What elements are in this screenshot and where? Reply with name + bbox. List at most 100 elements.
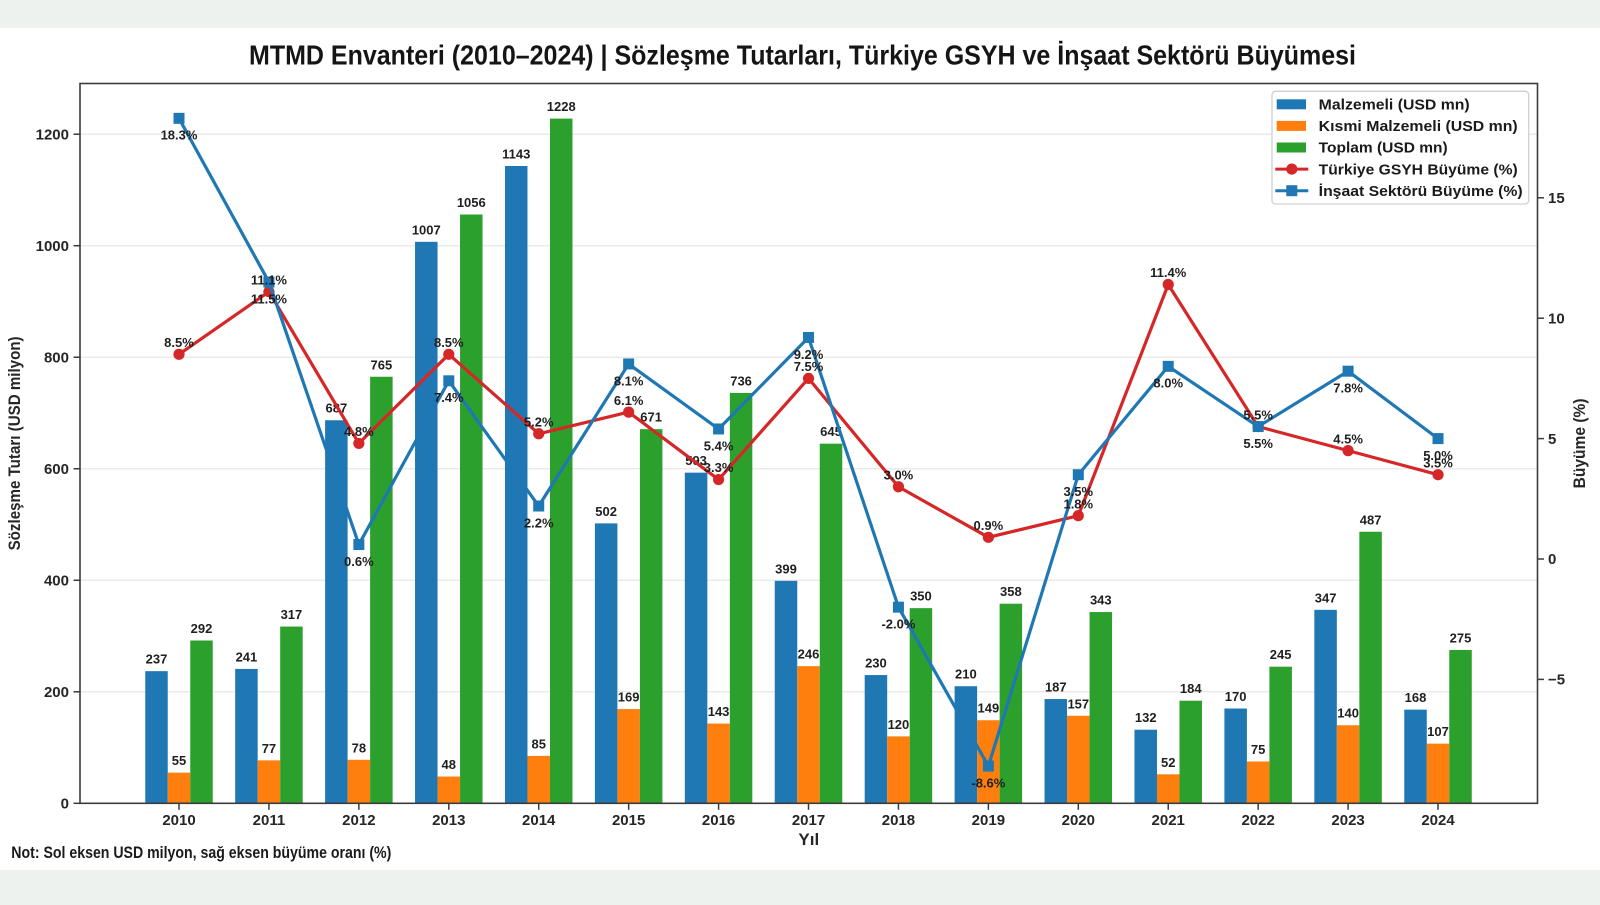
svg-text:15: 15 (1548, 190, 1565, 207)
svg-text:11.5%: 11.5% (251, 291, 288, 306)
svg-text:3.3%: 3.3% (704, 460, 734, 475)
svg-text:7.5%: 7.5% (794, 359, 824, 374)
svg-text:399: 399 (775, 561, 797, 576)
svg-text:800: 800 (44, 349, 69, 366)
svg-text:7.8%: 7.8% (1333, 380, 1363, 395)
svg-text:736: 736 (730, 373, 752, 388)
svg-text:1.8%: 1.8% (1063, 496, 1093, 511)
svg-text:1143: 1143 (502, 146, 530, 161)
svg-text:77: 77 (262, 741, 276, 756)
svg-text:2016: 2016 (702, 812, 735, 829)
svg-text:8.0%: 8.0% (1153, 376, 1183, 391)
svg-text:1000: 1000 (36, 238, 69, 255)
svg-text:85: 85 (531, 736, 545, 751)
svg-text:149: 149 (978, 701, 1000, 716)
svg-text:5.5%: 5.5% (1243, 407, 1273, 422)
svg-text:18.3%: 18.3% (161, 128, 198, 143)
svg-text:Toplam (USD mn): Toplam (USD mn) (1319, 141, 1448, 157)
svg-text:78: 78 (352, 740, 366, 755)
svg-text:1007: 1007 (412, 222, 441, 237)
svg-text:İnşaat Sektörü Büyüme (%): İnşaat Sektörü Büyüme (%) (1319, 183, 1523, 200)
svg-text:671: 671 (640, 410, 662, 425)
svg-text:140: 140 (1337, 706, 1359, 721)
svg-text:5: 5 (1548, 431, 1556, 448)
svg-text:3.0%: 3.0% (884, 467, 914, 482)
svg-text:347: 347 (1315, 590, 1337, 605)
svg-text:317: 317 (281, 607, 303, 622)
svg-text:11.4%: 11.4% (1150, 265, 1187, 280)
svg-text:1228: 1228 (547, 99, 576, 114)
svg-text:2015: 2015 (612, 812, 645, 829)
svg-text:4.5%: 4.5% (1333, 431, 1363, 446)
svg-text:2011: 2011 (253, 812, 286, 829)
svg-text:75: 75 (1251, 742, 1265, 757)
svg-text:400: 400 (44, 572, 69, 589)
svg-text:2017: 2017 (792, 812, 825, 829)
svg-text:143: 143 (708, 704, 730, 719)
svg-text:246: 246 (798, 647, 820, 662)
svg-text:2019: 2019 (972, 812, 1005, 829)
svg-text:9.2%: 9.2% (794, 347, 824, 362)
svg-text:6.1%: 6.1% (614, 393, 644, 408)
svg-text:2021: 2021 (1152, 812, 1185, 829)
svg-text:210: 210 (955, 667, 977, 682)
svg-text:0: 0 (1548, 551, 1556, 568)
svg-text:5.2%: 5.2% (524, 414, 554, 429)
svg-text:MTMD Envanteri (2010–2024) | S: MTMD Envanteri (2010–2024) | Sözleşme Tu… (249, 40, 1356, 71)
svg-text:11.1%: 11.1% (251, 272, 288, 287)
svg-text:645: 645 (820, 424, 842, 439)
svg-text:2022: 2022 (1241, 812, 1274, 829)
svg-text:2013: 2013 (432, 812, 465, 829)
svg-text:169: 169 (618, 690, 640, 705)
svg-text:358: 358 (1000, 584, 1022, 599)
svg-text:−5: −5 (1548, 672, 1565, 689)
svg-text:Not: Sol eksen USD milyon, sağ: Not: Sol eksen USD milyon, sağ eksen büy… (11, 844, 391, 862)
svg-text:487: 487 (1360, 512, 1382, 527)
svg-text:237: 237 (146, 652, 168, 667)
svg-text:502: 502 (595, 504, 617, 519)
svg-text:600: 600 (44, 461, 69, 478)
svg-text:765: 765 (371, 357, 393, 372)
svg-text:10: 10 (1548, 310, 1565, 327)
svg-text:0: 0 (61, 796, 69, 813)
svg-text:2020: 2020 (1062, 812, 1095, 829)
svg-text:2024: 2024 (1421, 812, 1455, 829)
svg-text:-2.0%: -2.0% (881, 616, 915, 631)
svg-text:170: 170 (1225, 689, 1247, 704)
svg-text:5.0%: 5.0% (1423, 448, 1453, 463)
svg-text:107: 107 (1427, 724, 1449, 739)
svg-text:120: 120 (888, 717, 910, 732)
svg-text:168: 168 (1405, 690, 1427, 705)
svg-text:245: 245 (1270, 647, 1292, 662)
svg-text:Malzemeli (USD mn): Malzemeli (USD mn) (1319, 98, 1470, 114)
svg-text:52: 52 (1161, 755, 1175, 770)
svg-text:4.8%: 4.8% (344, 424, 374, 439)
svg-text:Sözleşme Tutarı (USD milyon): Sözleşme Tutarı (USD milyon) (5, 336, 24, 550)
svg-text:187: 187 (1045, 680, 1067, 695)
svg-text:-8.6%: -8.6% (971, 775, 1005, 790)
svg-text:157: 157 (1067, 696, 1089, 711)
svg-text:8.5%: 8.5% (164, 335, 194, 350)
svg-text:2010: 2010 (162, 812, 195, 829)
svg-text:48: 48 (442, 757, 456, 772)
svg-text:7.4%: 7.4% (434, 390, 464, 405)
svg-text:5.4%: 5.4% (704, 438, 734, 453)
svg-text:2.2%: 2.2% (524, 515, 554, 530)
svg-text:2018: 2018 (882, 812, 915, 829)
svg-text:2012: 2012 (342, 812, 375, 829)
svg-text:55: 55 (172, 753, 186, 768)
svg-text:Kısmi Malzemeli (USD mn): Kısmi Malzemeli (USD mn) (1319, 119, 1518, 135)
svg-text:0.9%: 0.9% (974, 518, 1004, 533)
svg-text:132: 132 (1135, 710, 1157, 725)
svg-text:5.5%: 5.5% (1243, 436, 1273, 451)
svg-text:3.5%: 3.5% (1063, 484, 1093, 499)
svg-text:8.5%: 8.5% (434, 335, 464, 350)
svg-text:1056: 1056 (457, 195, 486, 210)
svg-text:2014: 2014 (522, 812, 556, 829)
svg-text:230: 230 (865, 656, 887, 671)
svg-text:1200: 1200 (36, 126, 69, 143)
svg-text:275: 275 (1450, 630, 1472, 645)
svg-text:Büyüme (%): Büyüme (%) (1570, 398, 1589, 488)
svg-text:184: 184 (1180, 681, 1202, 696)
svg-text:200: 200 (44, 684, 69, 701)
